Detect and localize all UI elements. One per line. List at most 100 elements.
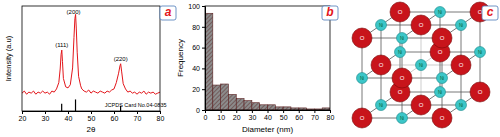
x-tick: 20 bbox=[233, 110, 241, 121]
panel-b: 01020304050607080020406080100Diameter (n… bbox=[176, 3, 334, 134]
histogram-bar bbox=[228, 94, 236, 110]
small-atom: Ni bbox=[435, 7, 446, 18]
y-axis-title: Intensity (a.u) bbox=[4, 35, 13, 81]
atom-sphere bbox=[395, 47, 406, 58]
x-tick: 30 bbox=[248, 110, 256, 121]
panel-label: c bbox=[482, 5, 498, 20]
y-tick: 20 bbox=[192, 86, 205, 93]
panel-label-text: c bbox=[487, 5, 494, 19]
x-tick: 30 bbox=[42, 111, 50, 122]
xrd-line bbox=[22, 14, 160, 94]
atom-sphere bbox=[376, 100, 387, 111]
x-tick-label: 80 bbox=[327, 114, 335, 121]
y-tick-label: 80 bbox=[192, 24, 200, 31]
x-tick-mark bbox=[330, 110, 331, 113]
y-tick: 80 bbox=[192, 24, 205, 31]
histogram-bar bbox=[275, 107, 283, 110]
atom-sphere bbox=[397, 33, 408, 44]
histogram-bar bbox=[252, 103, 260, 110]
atom-sphere bbox=[390, 2, 410, 22]
small-atom: Ni bbox=[357, 73, 368, 84]
y-tick: 100 bbox=[188, 3, 205, 10]
plot-frame bbox=[22, 6, 160, 111]
atom-sphere bbox=[357, 73, 368, 84]
y-axis-title: Frequency bbox=[176, 39, 185, 77]
plot-frame bbox=[205, 6, 330, 110]
y-tick-mark bbox=[202, 6, 205, 7]
large-atom: O bbox=[451, 55, 471, 75]
x-tick-label: 40 bbox=[65, 115, 73, 122]
y-tick-label: 20 bbox=[192, 86, 200, 93]
y-tick-label: 40 bbox=[192, 65, 200, 72]
x-tick-mark bbox=[314, 110, 315, 113]
panel-a: 203040506070802θIntensity (a.u)(111)(200… bbox=[4, 6, 167, 134]
small-atom: Ni bbox=[395, 47, 406, 58]
atom-sphere bbox=[470, 82, 490, 102]
y-tick: 0 bbox=[196, 107, 205, 114]
atom-sphere bbox=[435, 87, 446, 98]
plot-area bbox=[22, 14, 160, 111]
x-tick-label: 80 bbox=[157, 115, 165, 122]
large-atom: O bbox=[352, 28, 372, 48]
x-tick: 50 bbox=[280, 110, 288, 121]
atom-label: O bbox=[478, 89, 483, 95]
x-axis-line bbox=[23, 112, 161, 115]
atom-sphere bbox=[371, 55, 391, 75]
atom-label: O bbox=[438, 49, 443, 55]
panel-label-box bbox=[160, 6, 176, 20]
x-axis: 01020304050607080 bbox=[204, 110, 335, 121]
x-tick-label: 50 bbox=[280, 114, 288, 121]
atom-label: Ni bbox=[478, 50, 482, 55]
atom-label: Ni bbox=[419, 63, 423, 68]
x-axis-title: 2θ bbox=[87, 125, 96, 134]
panel-label: b bbox=[322, 5, 338, 20]
y-tick: 40 bbox=[192, 65, 205, 72]
reference-label: JCPDS Card No.04-0835 bbox=[105, 102, 167, 108]
y-tick-label: 100 bbox=[188, 3, 200, 10]
histogram-bar bbox=[205, 13, 213, 110]
large-atom: O bbox=[371, 55, 391, 75]
histogram-bar bbox=[268, 105, 276, 110]
x-tick-label: 70 bbox=[134, 115, 142, 122]
figure: 203040506070802θIntensity (a.u)(111)(200… bbox=[0, 0, 500, 137]
atom-sphere bbox=[392, 68, 412, 88]
x-tick-mark bbox=[22, 111, 23, 114]
x-tick-label: 30 bbox=[248, 114, 256, 121]
histogram-bar bbox=[221, 84, 229, 110]
atom-label: O bbox=[440, 115, 445, 121]
atom-sphere bbox=[411, 95, 431, 115]
atom-label: Ni bbox=[400, 116, 404, 121]
y-tick-mark bbox=[202, 89, 205, 90]
x-tick-label: 50 bbox=[88, 115, 96, 122]
x-tick-mark bbox=[137, 111, 138, 114]
x-tick-label: 70 bbox=[311, 114, 319, 121]
small-atom: Ni bbox=[475, 47, 486, 58]
x-tick: 70 bbox=[134, 111, 142, 122]
atom-label: O bbox=[360, 115, 365, 121]
atom-label: Ni bbox=[459, 103, 463, 108]
atom-label: O bbox=[400, 75, 405, 81]
small-atom: Ni bbox=[456, 20, 467, 31]
atom-sphere bbox=[397, 113, 408, 124]
large-atom: O bbox=[470, 82, 490, 102]
panel-label-box bbox=[322, 6, 338, 20]
x-tick: 60 bbox=[295, 110, 303, 121]
panel-label: a bbox=[160, 5, 176, 20]
small-atom: Ni bbox=[437, 73, 448, 84]
atom-label: O bbox=[398, 9, 403, 15]
histogram-bar bbox=[244, 101, 252, 110]
x-tick-mark bbox=[114, 111, 115, 114]
x-tick: 10 bbox=[217, 110, 225, 121]
x-tick-label: 60 bbox=[295, 114, 303, 121]
panel-label-box bbox=[482, 6, 498, 20]
atom-label: Ni bbox=[360, 76, 364, 81]
x-tick-mark bbox=[252, 110, 253, 113]
x-tick-mark bbox=[268, 110, 269, 113]
y-tick-mark bbox=[202, 27, 205, 28]
panel-c: ONiONiONiONiONiONiONiONiONiONiONiONiONiO bbox=[352, 2, 490, 128]
histogram-bar bbox=[213, 85, 221, 110]
atom-sphere bbox=[352, 28, 372, 48]
y-tick-mark bbox=[202, 68, 205, 69]
atom-sphere bbox=[437, 73, 448, 84]
atom-sphere bbox=[451, 55, 471, 75]
